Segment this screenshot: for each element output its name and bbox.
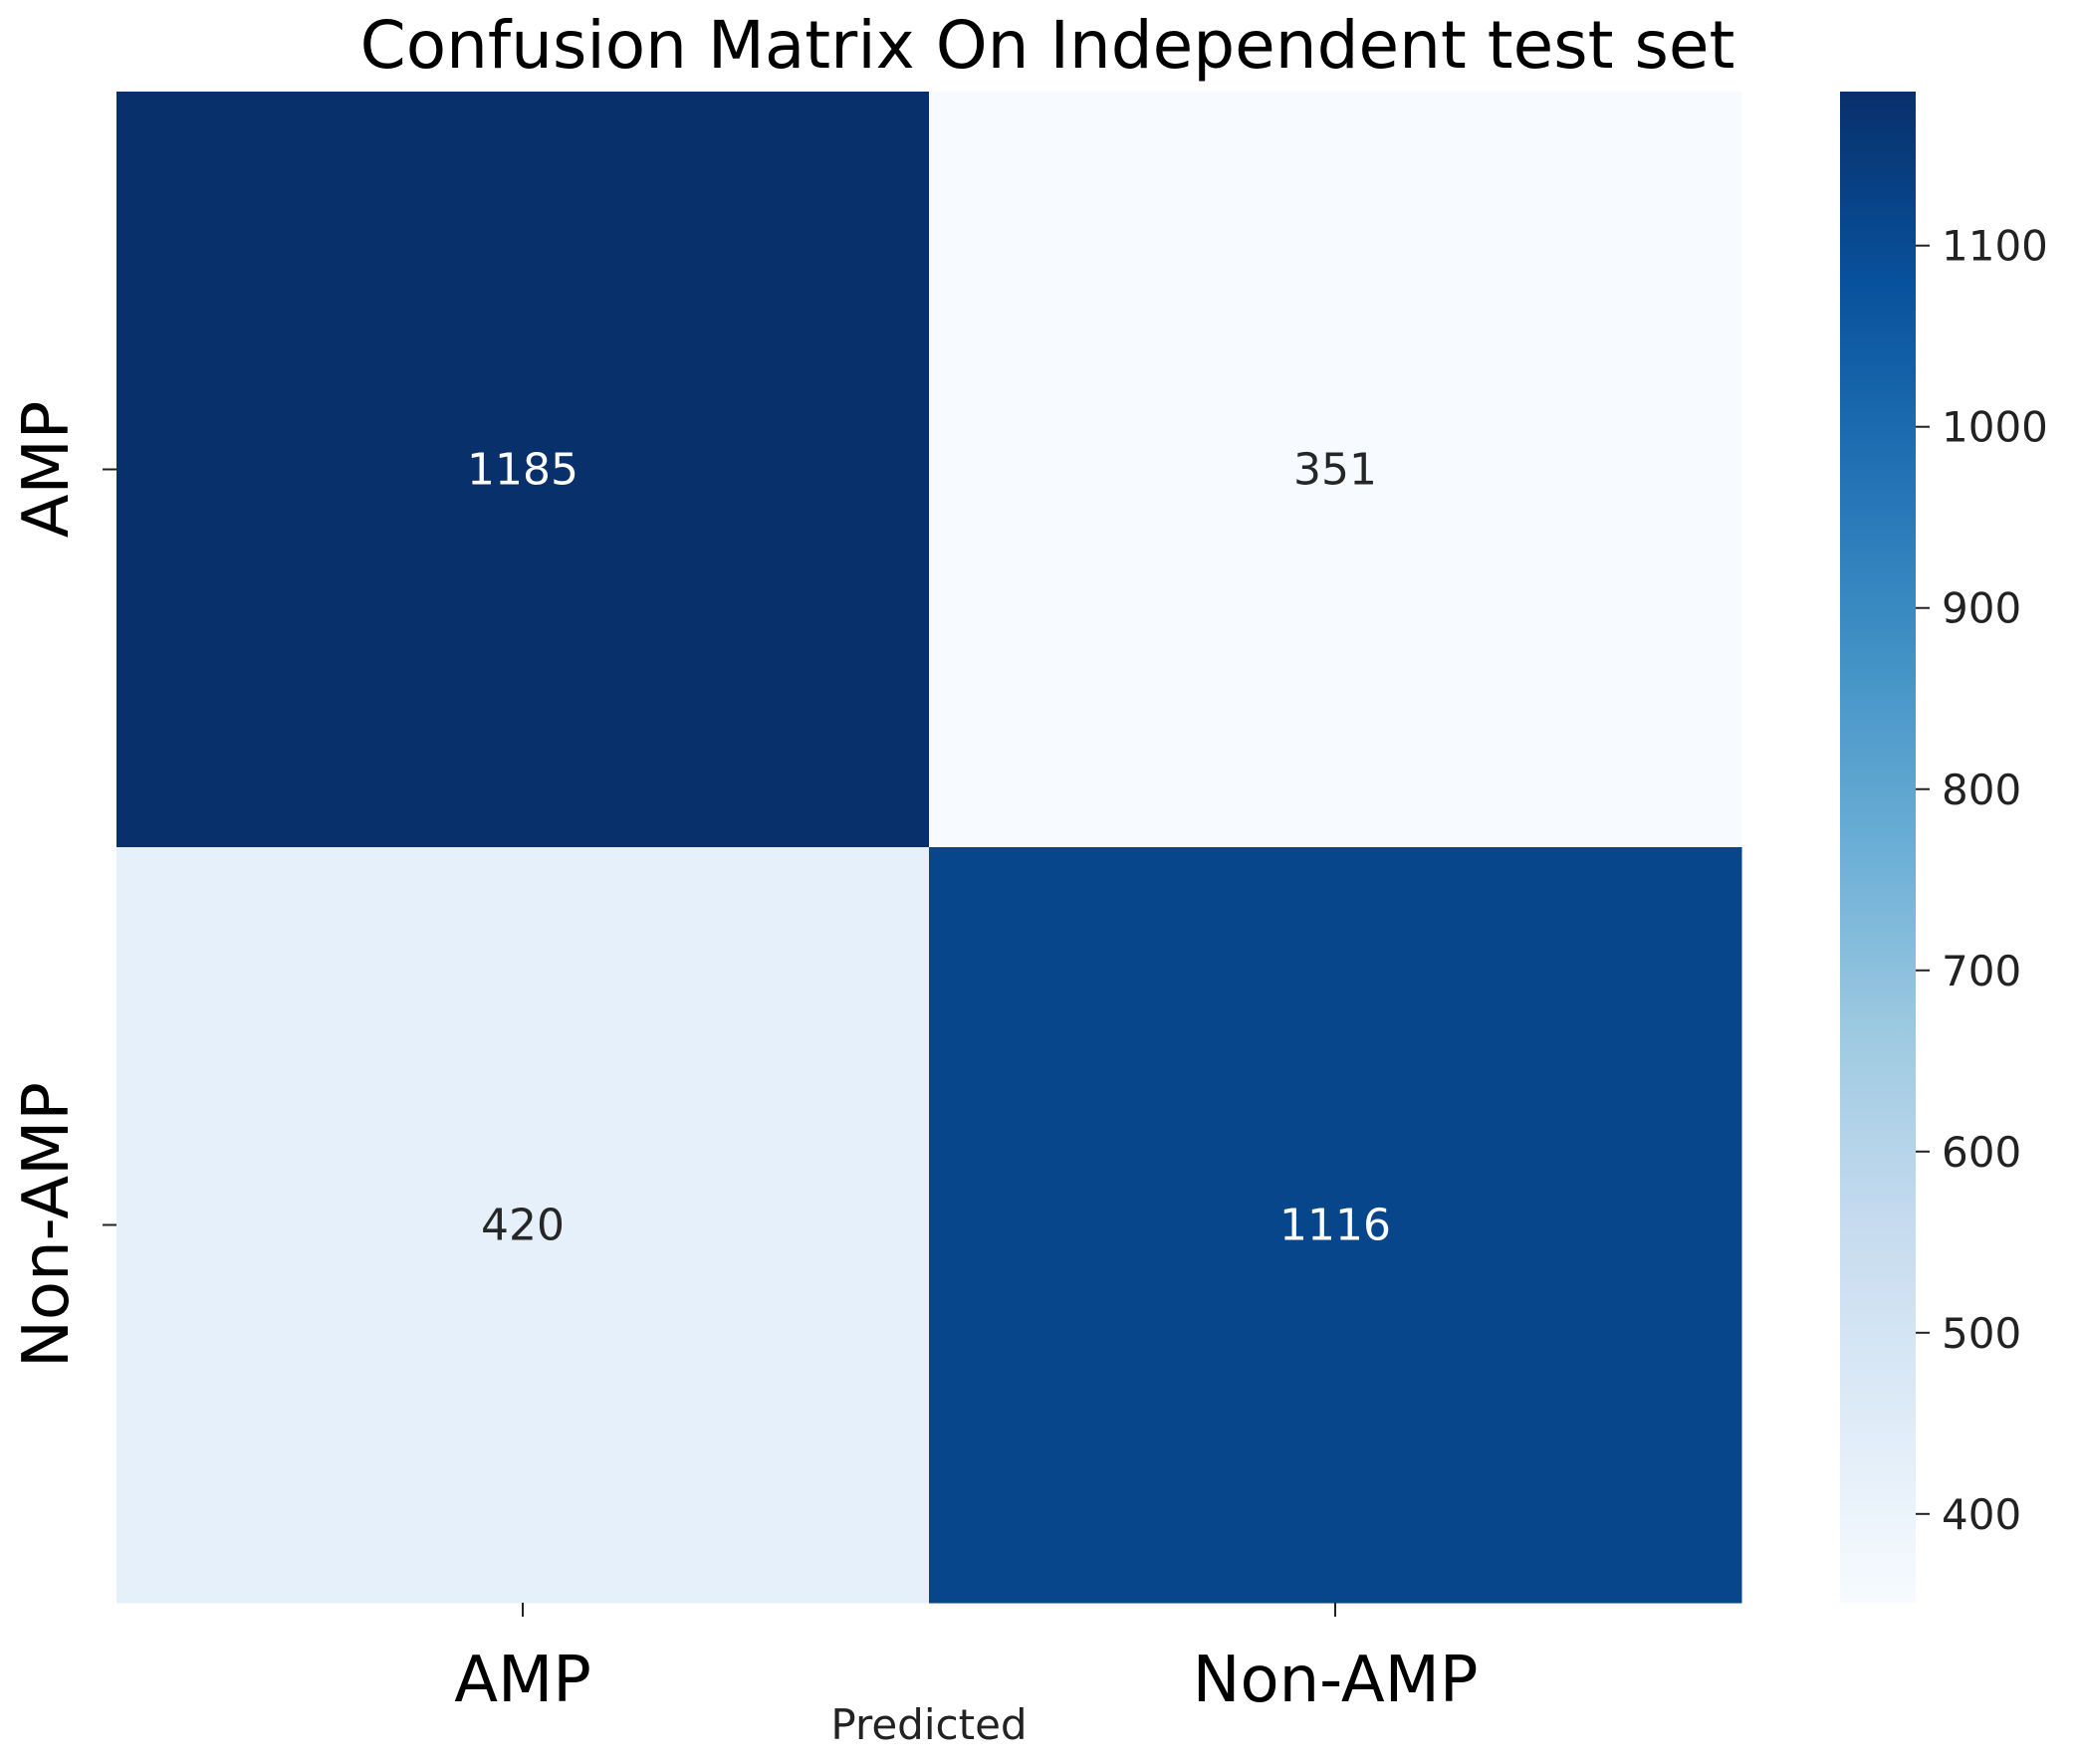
heatmap-cell-value: 1116 [1279,1201,1391,1251]
heatmap-cells [116,92,1742,1604]
colorbar-tick-label: 600 [1942,1128,2021,1177]
heatmap-cell [929,847,1742,1604]
x-axis-label: Predicted [830,1700,1027,1749]
colorbar-tick-label: 1000 [1942,403,2048,452]
heatmap-cell-labels: 1185 351 420 1116 [467,445,1391,1251]
x-tick-label: Non-AMP [1193,1644,1479,1717]
heatmap-cell [929,92,1742,848]
y-axis-ticks: AMP Non-AMP [10,401,116,1368]
colorbar [1840,92,1916,1603]
colorbar-ticks: 400 500 600 700 800 900 1000 1100 [1916,222,2048,1539]
x-axis-ticks: AMP Non-AMP [454,1603,1478,1717]
colorbar-tick-label: 500 [1942,1309,2021,1358]
colorbar-tick-label: 700 [1942,947,2021,995]
heatmap-cell-value: 351 [1293,445,1377,496]
colorbar-tick-label: 800 [1942,766,2021,814]
heatmap-cell [116,847,930,1604]
chart-title: Confusion Matrix On Independent test set [360,7,1735,84]
x-tick-label: AMP [454,1644,591,1717]
heatmap-cell [116,92,930,848]
colorbar-tick-label: 900 [1942,584,2021,633]
colorbar-scale [1840,92,1916,1603]
heatmap-cell-value: 420 [481,1201,565,1251]
heatmap-cell-value: 1185 [467,445,578,496]
y-tick-label: AMP [10,401,84,539]
y-tick-label: Non-AMP [10,1082,84,1368]
colorbar-tick-label: 1100 [1942,222,2048,271]
colorbar-tick-label: 400 [1942,1490,2021,1539]
